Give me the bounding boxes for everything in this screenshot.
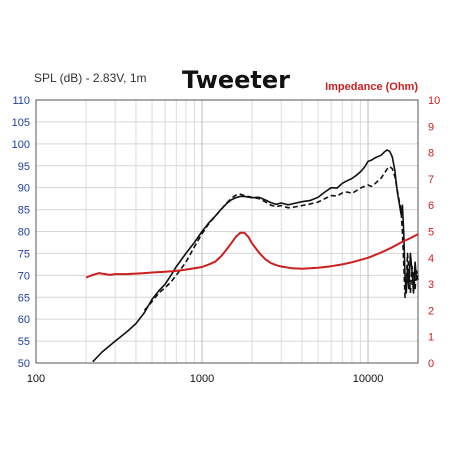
right-tick-label: 1 xyxy=(428,332,434,344)
left-tick-label: 95 xyxy=(18,161,30,173)
right-tick-label: 7 xyxy=(428,174,434,186)
left-tick-label: 70 xyxy=(18,270,30,282)
spl-dashed-series xyxy=(143,165,419,311)
x-tick-label: 1000 xyxy=(190,373,214,385)
left-tick-label: 85 xyxy=(18,205,30,217)
series-layer xyxy=(85,149,419,363)
left-axis-ticks: 110 105 100 95 90 85 80 75 70 65 60 55 50 xyxy=(12,95,30,370)
plot-frame xyxy=(35,99,419,364)
right-tick-label: 0 xyxy=(428,358,434,370)
grid xyxy=(35,99,419,364)
right-tick-label: 2 xyxy=(428,305,434,317)
right-tick-label: 10 xyxy=(428,95,440,107)
right-tick-label: 8 xyxy=(428,148,434,160)
x-axis-ticks: 100 1000 10000 xyxy=(27,373,384,385)
right-tick-label: 5 xyxy=(428,227,434,239)
left-tick-label: 90 xyxy=(18,183,30,195)
spl-solid-series xyxy=(92,149,419,363)
left-tick-label: 55 xyxy=(18,336,30,348)
right-tick-label: 3 xyxy=(428,279,434,291)
right-tick-label: 4 xyxy=(428,253,434,265)
chart-title: Tweeter xyxy=(182,66,290,94)
left-tick-label: 50 xyxy=(18,358,30,370)
x-tick-label: 100 xyxy=(27,373,45,385)
left-tick-label: 80 xyxy=(18,227,30,239)
left-tick-label: 75 xyxy=(18,248,30,260)
right-tick-label: 6 xyxy=(428,200,434,212)
left-tick-label: 105 xyxy=(12,117,30,129)
x-tick-label: 10000 xyxy=(353,373,384,385)
left-axis-title: SPL (dB) - 2.83V, 1m xyxy=(34,71,147,85)
left-tick-label: 60 xyxy=(18,314,30,326)
left-tick-label: 65 xyxy=(18,292,30,304)
impedance-series xyxy=(85,231,419,279)
left-tick-label: 110 xyxy=(12,95,30,107)
left-tick-label: 100 xyxy=(12,139,30,151)
right-tick-label: 9 xyxy=(428,121,434,133)
right-axis-title: Impedance (Ohm) xyxy=(325,81,418,93)
